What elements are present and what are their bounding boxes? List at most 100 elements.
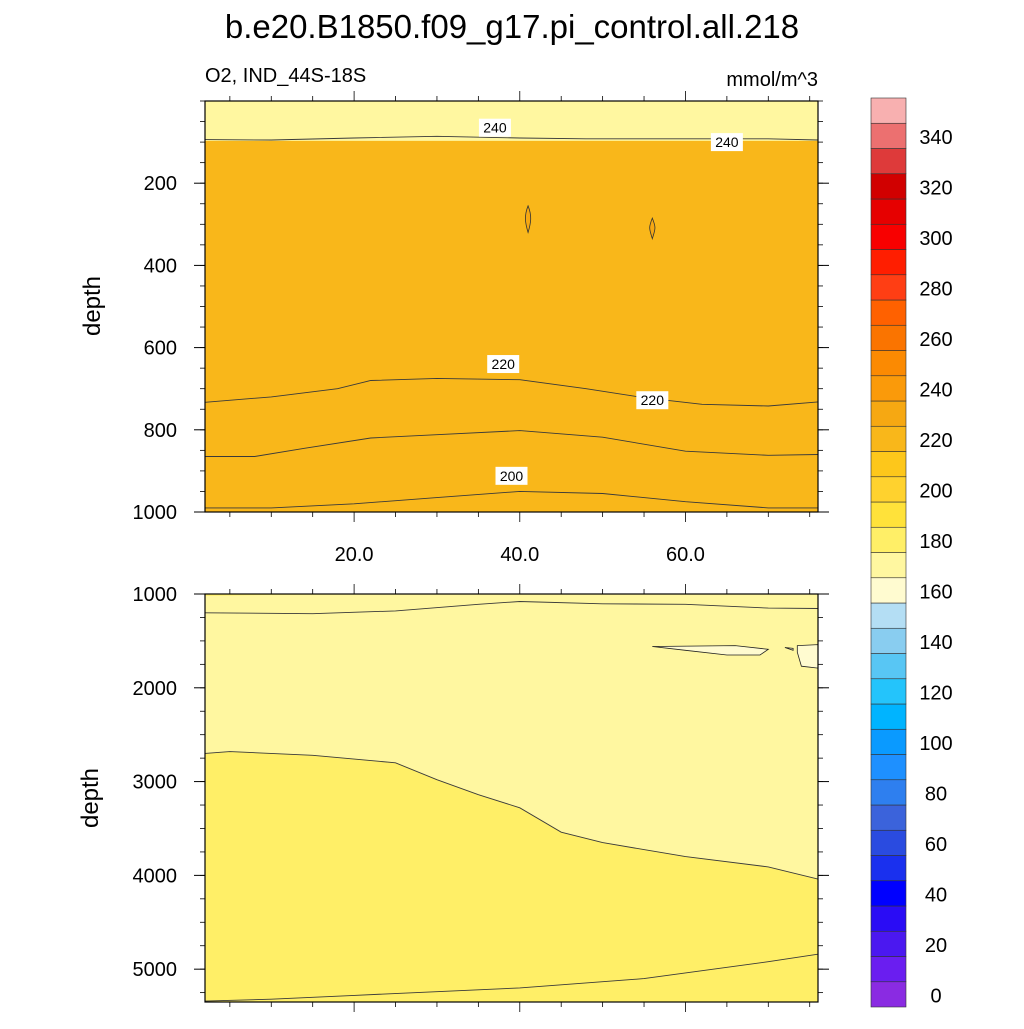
upper-contour-line-220-1 — [205, 377, 818, 407]
colorbar-tick-label: 20 — [925, 935, 947, 957]
colorbar-box — [870, 829, 907, 856]
colorbar-box — [870, 602, 907, 629]
colorbar-box — [870, 577, 907, 604]
colorbar-box — [870, 956, 907, 983]
colorbar-box — [870, 905, 907, 932]
lower-x-ticks — [229, 584, 811, 1012]
colorbar-box — [870, 930, 907, 957]
lower-pocket-1 — [784, 647, 794, 651]
colorbar-box — [870, 476, 907, 503]
y-tick-label: 5000 — [133, 959, 178, 981]
colorbar-tick-label: 320 — [919, 177, 952, 199]
units-label: mmol/m^3 — [726, 69, 818, 91]
colorbar-tick-label: 260 — [919, 329, 952, 351]
colorbar-box — [870, 678, 907, 705]
colorbar-box — [870, 173, 907, 200]
variable-label: O2, IND_44S-18S — [205, 65, 366, 87]
colorbar-box — [870, 804, 907, 831]
colorbar-tick-label: 100 — [919, 733, 952, 755]
colorbar-tick-label: 180 — [919, 531, 952, 553]
colorbar-box — [870, 880, 907, 907]
y-tick-label: 4000 — [133, 865, 178, 887]
y-tick-label: 3000 — [133, 772, 178, 794]
colorbar-box — [870, 299, 907, 326]
upper-contour-label-4: 200 — [495, 466, 528, 485]
colorbar-box — [870, 451, 907, 478]
colorbar-box — [870, 350, 907, 377]
x-tick-label: 40.0 — [500, 544, 539, 566]
x-tick-label: 60.0 — [666, 544, 705, 566]
lower-pocket-2 — [796, 644, 818, 669]
lower-panel: 1000 2000 3000 4000 5000 — [133, 584, 829, 1012]
colorbar-tick-label: 240 — [919, 379, 952, 401]
colorbar-box — [870, 981, 907, 1008]
upper-contour-label-1: 240 — [710, 133, 743, 152]
colorbar-tick-label: 280 — [919, 278, 952, 300]
contour-label-box — [710, 133, 743, 152]
colorbar-tick-label: 340 — [919, 127, 952, 149]
colorbar-tick-label: 200 — [919, 480, 952, 502]
colorbar-box — [870, 728, 907, 755]
upper-contour-label-2: 220 — [487, 355, 520, 374]
contour-label-text: 220 — [492, 356, 516, 372]
contour-label-box — [495, 466, 528, 485]
lower-contour-line-190-0 — [205, 601, 818, 615]
colorbar-box — [870, 198, 907, 225]
colorbar-box — [870, 552, 907, 579]
colorbar-tick-label: 80 — [925, 783, 947, 805]
colorbar-tick-label: 40 — [925, 884, 947, 906]
colorbar-box — [870, 501, 907, 528]
x-tick-label: 20.0 — [335, 544, 374, 566]
contour-label-box — [478, 118, 511, 137]
y-tick-label: 600 — [144, 338, 177, 360]
colorbar-tick-label: 160 — [919, 581, 952, 603]
upper-closed-contour-1 — [649, 217, 656, 241]
x-axis: 20.0 40.0 60.0 — [335, 544, 705, 566]
upper-closed-contour-0 — [525, 204, 532, 234]
colorbar-box — [870, 627, 907, 654]
upper-contour-label-0: 240 — [478, 118, 511, 137]
y-tick-label: 1000 — [133, 584, 178, 606]
colorbar-tick-label: 140 — [919, 632, 952, 654]
y-tick-label: 400 — [144, 255, 177, 277]
chart-title: b.e20.B1850.f09_g17.pi_control.all.218 — [225, 8, 799, 45]
lower-pocket-0 — [652, 645, 770, 656]
colorbar-box — [870, 375, 907, 402]
upper-contour-line-200-3 — [205, 490, 818, 509]
colorbar-box — [870, 703, 907, 730]
colorbar-box — [870, 855, 907, 882]
upper-panel: 240 240 220 220 200 200 400 600 800 1000 — [133, 91, 829, 524]
colorbar: 0 20 40 60 80 100 120 140 160 180 200 220 240 260 280 3… — [870, 97, 953, 1008]
contour-label-box — [636, 391, 669, 410]
contour-label-text: 240 — [715, 134, 739, 150]
colorbar-box — [870, 148, 907, 175]
colorbar-box — [870, 653, 907, 680]
colorbar-tick-label: 0 — [930, 985, 941, 1007]
upper-contour-line-210-2 — [205, 430, 818, 457]
upper-band-230-4 — [205, 140, 818, 512]
y-axis-label-lower: depth — [77, 768, 104, 828]
y-tick-label: 1000 — [133, 502, 178, 524]
colorbar-box — [870, 400, 907, 427]
lower-contour-line-190-2 — [205, 953, 818, 1002]
colorbar-box — [870, 274, 907, 301]
y-tick-label: 2000 — [133, 678, 178, 700]
contour-label-text: 240 — [483, 120, 507, 136]
upper-contour-label-3: 220 — [636, 391, 669, 410]
colorbar-tick-label: 220 — [919, 430, 952, 452]
colorbar-box — [870, 249, 907, 276]
colorbar-box — [870, 122, 907, 149]
colorbar-box — [870, 97, 907, 124]
colorbar-box — [870, 324, 907, 351]
colorbar-tick-label: 300 — [919, 228, 952, 250]
lower-contour-line-190-1 — [205, 751, 818, 880]
lower-y-ticks: 1000 2000 3000 4000 5000 — [133, 584, 829, 994]
colorbar-tick-label: 60 — [925, 834, 947, 856]
upper-fill-group — [205, 101, 818, 512]
colorbar-box — [870, 754, 907, 781]
colorbar-tick-label: 120 — [919, 682, 952, 704]
colorbar-box — [870, 223, 907, 250]
colorbar-box — [870, 425, 907, 452]
